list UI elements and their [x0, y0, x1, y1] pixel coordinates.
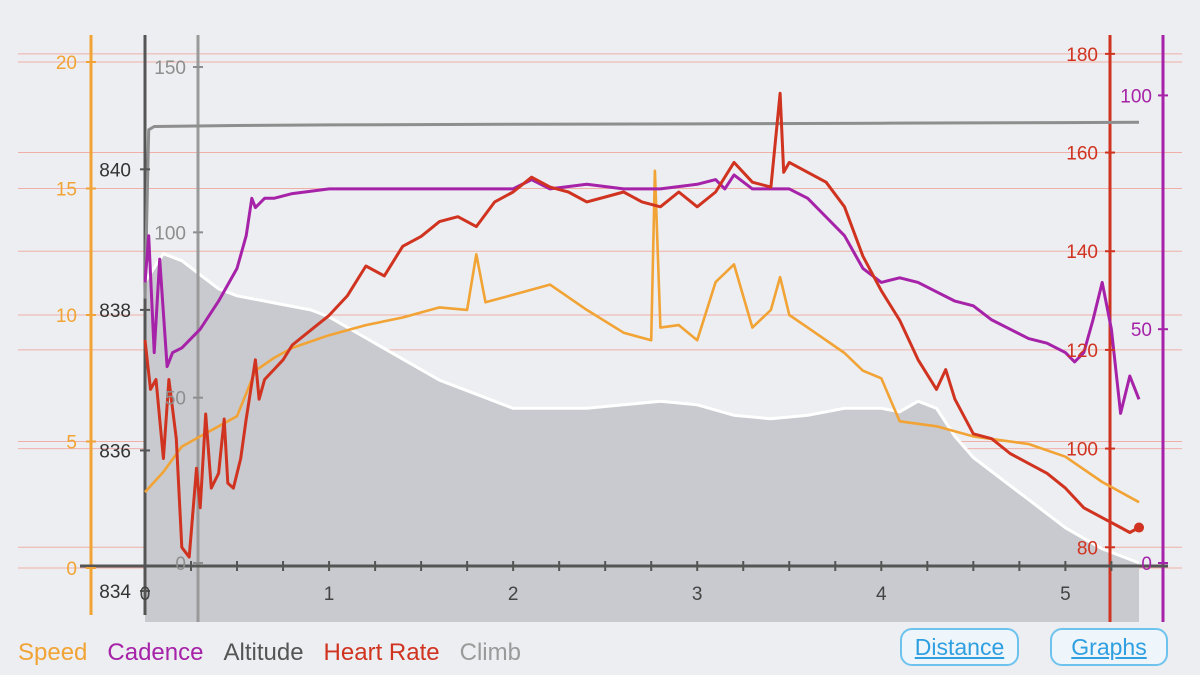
- cadence-tick-label: 0: [1141, 554, 1152, 575]
- cadence-tick-label: 50: [1131, 320, 1152, 341]
- x-tick-label: 4: [876, 584, 887, 605]
- altitude-area: [145, 253, 1139, 622]
- cadence-tick-label: 100: [1120, 86, 1152, 107]
- tick-labels: 0510152005010015083483683884080100120140…: [56, 45, 1168, 605]
- x-tick-label: 0: [140, 584, 151, 605]
- chart: 0510152005010015083483683884080100120140…: [18, 35, 1182, 622]
- speed-tick-label: 0: [66, 559, 77, 580]
- x-tick-label: 5: [1060, 584, 1071, 605]
- x-tick-label: 2: [508, 584, 519, 605]
- heart-rate-tick-label: 80: [1077, 538, 1098, 559]
- heart-rate-tick-label: 120: [1066, 341, 1098, 362]
- speed-tick-label: 15: [56, 180, 77, 201]
- climb-tick-label: 50: [165, 389, 186, 410]
- legend-speed: Speed: [18, 639, 88, 666]
- graphs-button[interactable]: Graphs: [1050, 628, 1168, 666]
- series-layer: [143, 91, 1144, 559]
- legend-cadence: Cadence: [107, 639, 204, 666]
- x-tick-label: 3: [692, 584, 703, 605]
- legend: Speed Cadence Altitude Heart Rate Climb: [18, 636, 521, 670]
- distance-button[interactable]: Distance: [900, 628, 1019, 666]
- climb-tick-label: 150: [154, 58, 186, 79]
- altitude-tick-label: 840: [99, 160, 131, 181]
- altitude-tick-label: 838: [99, 301, 131, 322]
- heart-rate-line: [143, 91, 1140, 559]
- heart-rate-tick-label: 140: [1066, 242, 1098, 263]
- climb-line: [143, 120, 1140, 299]
- altitude-line: [143, 251, 1140, 565]
- speed-tick-label: 5: [66, 433, 77, 454]
- heart-rate-tick-label: 180: [1066, 45, 1098, 66]
- speed-tick-label: 10: [56, 306, 77, 327]
- legend-climb: Climb: [459, 639, 521, 666]
- altitude-tick-label: 836: [99, 441, 131, 462]
- heart-rate-tick-label: 160: [1066, 144, 1098, 165]
- climb-tick-label: 0: [175, 554, 186, 575]
- speed-tick-label: 20: [56, 53, 77, 74]
- climb-tick-label: 100: [154, 223, 186, 244]
- cadence-line: [143, 173, 1141, 415]
- speed-line: [144, 169, 1140, 504]
- altitude-layer: [143, 251, 1140, 622]
- heart-rate-end-marker: [1134, 522, 1144, 533]
- x-tick-label: 1: [324, 584, 335, 605]
- altitude-tick-label: 834: [99, 582, 131, 603]
- heart-rate-tick-label: 100: [1066, 440, 1098, 461]
- legend-heart-rate: Heart Rate: [323, 639, 440, 666]
- legend-altitude: Altitude: [223, 639, 304, 666]
